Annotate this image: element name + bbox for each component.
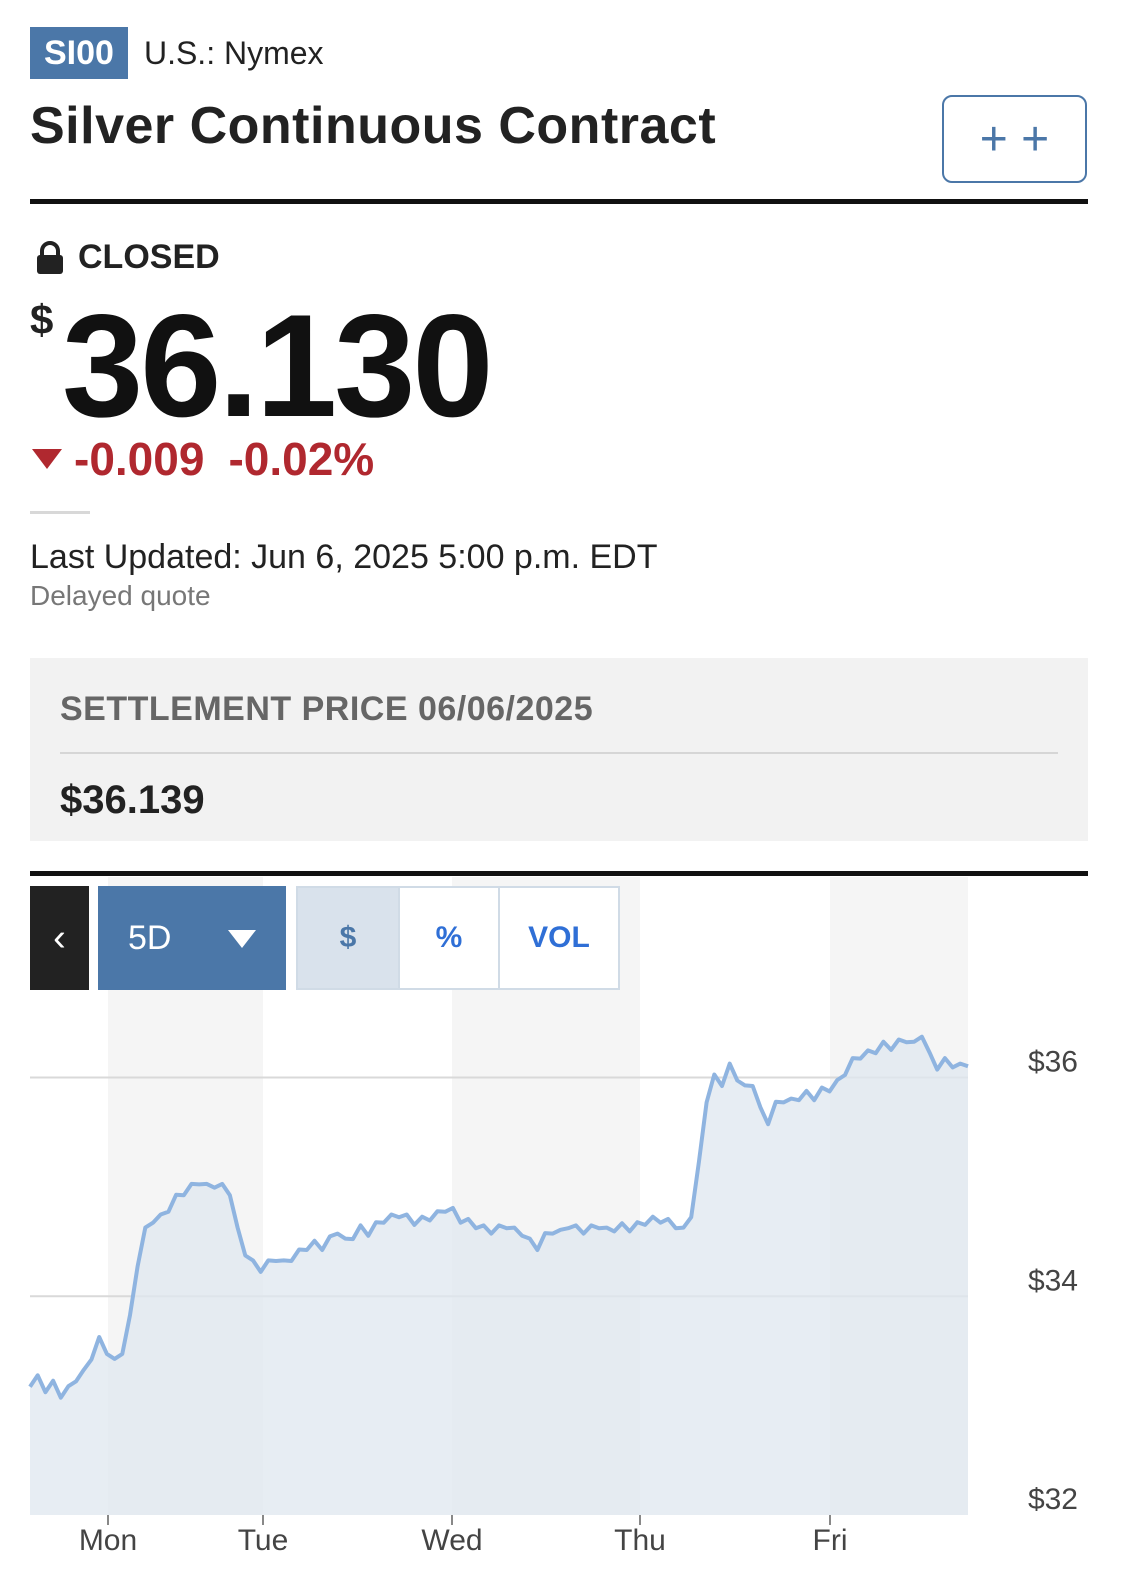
price-change: -0.009: [74, 433, 205, 485]
exchange-label: U.S.: Nymex: [143, 34, 324, 71]
y-tick-label: $32: [1028, 1483, 1078, 1516]
range-label: 5D: [128, 918, 172, 957]
caret-down-icon: [228, 930, 256, 948]
price-chart[interactable]: $36 $34 $32 Mon Tue Wed Thu Fri: [0, 877, 1125, 1578]
settlement-value: $36.139: [60, 778, 205, 822]
last-updated: Last Updated: Jun 6, 2025 5:00 p.m. EDT: [30, 538, 658, 576]
settlement-label: SETTLEMENT PRICE 06/06/2025: [60, 690, 594, 728]
page-title: Silver Continuous Contract: [30, 97, 717, 155]
settlement-box: SETTLEMENT PRICE 06/06/2025 $36.139: [30, 658, 1088, 841]
price-area: [30, 1036, 968, 1515]
last-price: 36.130: [62, 284, 494, 447]
symbol-row: SI00 U.S.: Nymex: [30, 27, 324, 79]
toggle-price[interactable]: $: [298, 888, 398, 988]
add-to-watchlist-button[interactable]: + +: [942, 95, 1087, 183]
x-tick-label: Thu: [614, 1524, 666, 1557]
plus-icons: + +: [979, 112, 1050, 166]
status-text: CLOSED: [78, 238, 220, 276]
short-divider: [30, 511, 90, 514]
chart-mode-toggle: $ % VOL: [296, 886, 620, 990]
range-select[interactable]: 5D: [98, 886, 286, 990]
y-tick-label: $36: [1028, 1046, 1078, 1079]
settlement-divider: [60, 752, 1058, 754]
header-divider: [30, 199, 1088, 204]
x-tick-label: Wed: [421, 1524, 482, 1557]
y-axis-labels: $36 $34 $32: [1028, 1046, 1078, 1517]
lock-icon: [37, 240, 63, 274]
price-change-row: -0.009 -0.02%: [32, 432, 374, 486]
x-tick-label: Tue: [238, 1524, 289, 1557]
chart-controls: ‹ 5D $ % VOL: [30, 886, 620, 991]
down-arrow-icon: [32, 449, 62, 469]
toggle-volume[interactable]: VOL: [498, 888, 618, 988]
market-status: CLOSED: [36, 238, 220, 277]
x-axis-labels: Mon Tue Wed Thu Fri: [79, 1515, 848, 1557]
x-tick-label: Fri: [813, 1524, 848, 1557]
chart-divider: [30, 871, 1088, 876]
symbol-badge[interactable]: SI00: [30, 27, 128, 79]
currency-symbol: $: [30, 296, 54, 343]
y-tick-label: $34: [1028, 1264, 1078, 1297]
toggle-percent[interactable]: %: [398, 888, 498, 988]
x-tick-label: Mon: [79, 1524, 137, 1557]
price-change-percent: -0.02%: [228, 433, 375, 485]
delayed-quote-note: Delayed quote: [30, 580, 211, 611]
price-line: [28, 1034, 969, 1400]
chevron-left-icon[interactable]: ‹: [30, 886, 89, 990]
